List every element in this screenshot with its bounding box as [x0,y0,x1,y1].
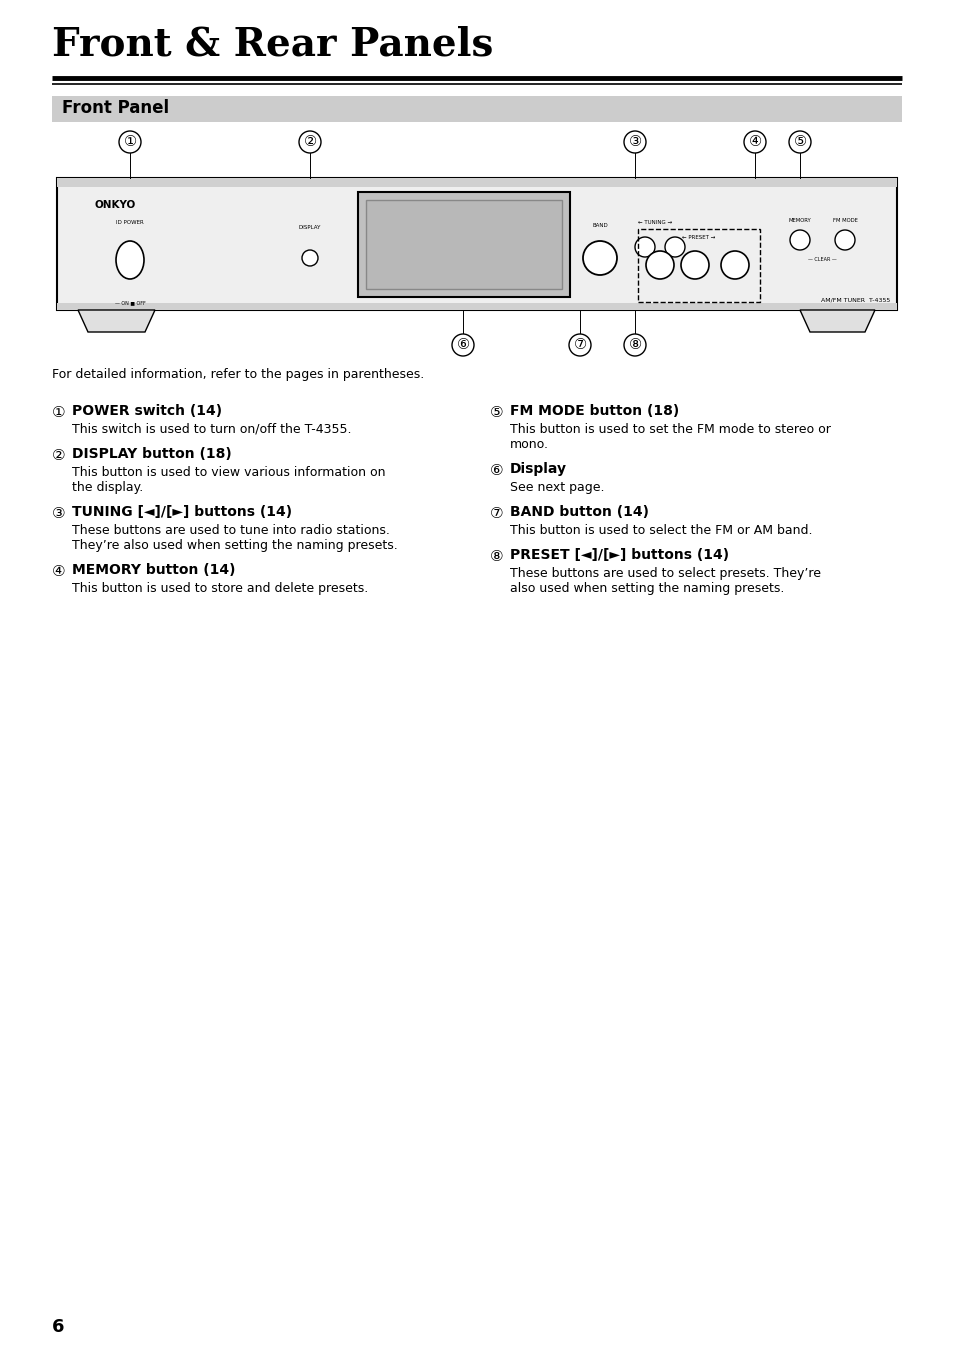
Text: This button is used to select the FM or AM band.: This button is used to select the FM or … [510,524,812,537]
Text: FM MODE: FM MODE [832,218,857,222]
Text: These buttons are used to tune into radio stations.: These buttons are used to tune into radi… [71,524,390,537]
Circle shape [664,237,684,257]
Circle shape [582,241,617,275]
Text: These buttons are used to select presets. They’re: These buttons are used to select presets… [510,568,821,580]
Circle shape [645,251,673,279]
Bar [57,303,896,310]
Text: ①: ① [123,135,136,150]
Circle shape [788,131,810,154]
Text: ⑧: ⑧ [490,549,503,563]
Bar [357,191,569,297]
Text: ← TUNING →: ← TUNING → [638,220,671,225]
Text: BAND button (14): BAND button (14) [510,506,648,519]
Circle shape [452,334,474,356]
Text: This button is used to set the FM mode to stereo or: This button is used to set the FM mode t… [510,423,830,435]
Text: This button is used to view various information on: This button is used to view various info… [71,466,385,479]
Text: They’re also used when setting the naming presets.: They’re also used when setting the namin… [71,539,397,551]
Text: ④: ④ [52,563,66,580]
Text: DISPLAY: DISPLAY [298,225,321,231]
Text: ②: ② [303,135,316,150]
Ellipse shape [116,241,144,279]
Bar [638,229,760,302]
Circle shape [298,131,320,154]
Text: ⑦: ⑦ [490,506,503,520]
Text: BAND: BAND [592,222,607,228]
Text: — CLEAR —: — CLEAR — [807,257,836,262]
Text: ⑦: ⑦ [573,337,586,352]
Circle shape [302,249,317,266]
Text: Front Panel: Front Panel [62,98,169,117]
Text: ②: ② [52,448,66,462]
Text: DISPLAY button (18): DISPLAY button (18) [71,448,232,461]
Text: MEMORY: MEMORY [788,218,810,222]
Text: ①: ① [52,404,66,421]
Text: mono.: mono. [510,438,548,452]
Circle shape [623,334,645,356]
Text: the display.: the display. [71,481,143,493]
Text: ID POWER: ID POWER [116,220,144,225]
Text: ③: ③ [52,506,66,520]
Text: This switch is used to turn on/off the T-4355.: This switch is used to turn on/off the T… [71,423,351,435]
Text: also used when setting the naming presets.: also used when setting the naming preset… [510,582,783,594]
Text: FM MODE button (18): FM MODE button (18) [510,404,679,418]
Circle shape [834,231,854,249]
Bar [57,178,896,310]
Circle shape [680,251,708,279]
Text: ⑤: ⑤ [490,404,503,421]
Text: PRESET [◄]/[►] buttons (14): PRESET [◄]/[►] buttons (14) [510,549,728,562]
Text: For detailed information, refer to the pages in parentheses.: For detailed information, refer to the p… [52,368,424,381]
Text: — ON ■ OFF: — ON ■ OFF [114,301,145,305]
Text: ⑥: ⑥ [456,337,469,352]
Circle shape [635,237,655,257]
Text: ④: ④ [748,135,760,150]
Text: Display: Display [510,462,566,476]
Text: 6: 6 [52,1318,65,1336]
Circle shape [720,251,748,279]
Text: TUNING [◄]/[►] buttons (14): TUNING [◄]/[►] buttons (14) [71,506,292,519]
Circle shape [789,231,809,249]
Text: Front & Rear Panels: Front & Rear Panels [52,26,493,63]
Bar [52,96,901,123]
Text: ③: ③ [628,135,640,150]
Polygon shape [78,310,154,332]
Circle shape [743,131,765,154]
Bar [57,178,896,187]
Circle shape [623,131,645,154]
Text: This button is used to store and delete presets.: This button is used to store and delete … [71,582,368,594]
Text: POWER switch (14): POWER switch (14) [71,404,222,418]
Text: ONKYO: ONKYO [95,200,136,210]
Text: MEMORY button (14): MEMORY button (14) [71,563,235,577]
Text: ⑧: ⑧ [628,337,640,352]
Text: AM/FM TUNER  T-4355: AM/FM TUNER T-4355 [820,297,889,302]
Text: ⑤: ⑤ [793,135,805,150]
Bar [366,200,561,288]
Circle shape [568,334,590,356]
Text: See next page.: See next page. [510,481,604,493]
Polygon shape [800,310,874,332]
Text: ⑥: ⑥ [490,462,503,479]
Circle shape [119,131,141,154]
Text: ← PRESET →: ← PRESET → [681,235,715,240]
